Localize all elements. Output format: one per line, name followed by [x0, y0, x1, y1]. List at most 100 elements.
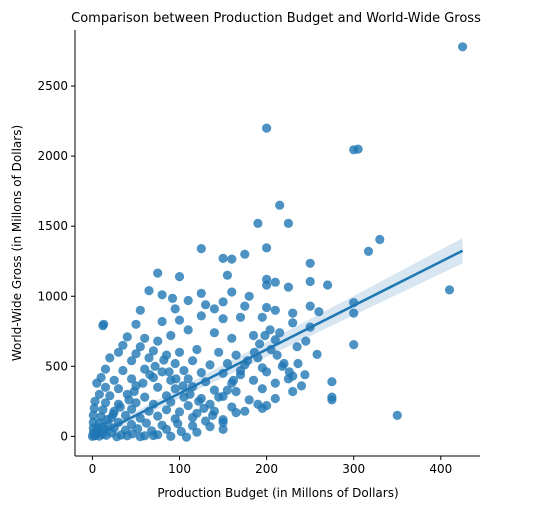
data-point-143 — [270, 393, 280, 404]
x-tick-label-0: 0 — [89, 462, 97, 476]
data-point-1 — [262, 123, 272, 133]
data-point-78 — [214, 347, 224, 357]
data-point-54 — [288, 318, 298, 328]
data-point-125 — [288, 386, 298, 397]
data-point-73 — [131, 349, 141, 359]
data-point-38 — [135, 305, 145, 315]
data-point-68 — [349, 340, 359, 350]
data-point-120 — [170, 384, 180, 394]
data-point-92 — [100, 364, 111, 374]
data-point-191 — [161, 424, 172, 434]
data-point-137 — [140, 392, 150, 402]
data-point-3 — [353, 144, 363, 154]
data-point-231 — [214, 392, 224, 402]
data-point-95 — [157, 367, 167, 377]
data-point-64 — [270, 335, 280, 345]
data-point-242 — [284, 367, 294, 377]
data-point-58 — [153, 336, 163, 346]
data-point-8 — [363, 246, 374, 256]
data-point-223 — [159, 355, 169, 365]
data-point-51 — [218, 314, 228, 324]
data-point-116 — [100, 382, 111, 392]
data-point-6 — [283, 218, 293, 228]
data-point-76 — [174, 347, 185, 357]
data-point-88 — [222, 358, 232, 369]
data-point-10 — [196, 244, 206, 254]
data-point-61 — [209, 328, 219, 338]
data-point-49 — [174, 315, 185, 325]
data-point-119 — [153, 382, 163, 392]
data-point-163 — [231, 408, 241, 418]
data-point-21 — [323, 280, 333, 290]
data-point-128 — [392, 410, 402, 420]
chart-title: Comparison between Production Budget and… — [71, 11, 481, 26]
data-point-46 — [99, 319, 109, 329]
y-axis-label: World-Wide Gross (in Millons of Dollars) — [10, 125, 24, 361]
data-point-241 — [277, 361, 287, 371]
x-tick-label-400: 400 — [429, 462, 452, 476]
data-point-215 — [102, 415, 112, 425]
data-point-210 — [135, 432, 145, 442]
data-point-229 — [199, 403, 209, 413]
data-point-211 — [148, 430, 158, 441]
data-point-183 — [205, 422, 215, 432]
data-point-104 — [127, 374, 137, 384]
data-point-193 — [192, 427, 202, 437]
data-point-29 — [244, 291, 254, 301]
data-point-222 — [150, 361, 160, 371]
data-point-133 — [218, 424, 228, 434]
data-point-224 — [164, 367, 174, 377]
data-point-37 — [270, 305, 280, 315]
data-point-232 — [222, 385, 232, 395]
data-point-173 — [218, 417, 228, 427]
points-layer — [87, 42, 468, 442]
data-point-123 — [231, 386, 241, 397]
data-point-86 — [188, 356, 198, 366]
data-point-110 — [248, 375, 259, 385]
y-tick-label-500: 500 — [45, 359, 68, 373]
data-point-103 — [109, 375, 119, 385]
data-point-59 — [166, 330, 176, 341]
data-point-53 — [257, 312, 267, 322]
data-point-117 — [113, 384, 124, 394]
data-point-12 — [240, 249, 250, 259]
data-point-63 — [248, 330, 259, 341]
data-point-131 — [240, 406, 250, 416]
data-point-202 — [166, 431, 176, 441]
data-point-226 — [178, 381, 188, 391]
x-axis: 0 100 200 300 400 — [89, 456, 452, 476]
data-point-43 — [262, 302, 272, 313]
data-point-179 — [141, 418, 151, 428]
data-point-34 — [314, 307, 324, 317]
data-point-150 — [183, 401, 193, 411]
data-point-114 — [296, 381, 307, 391]
data-point-87 — [205, 360, 215, 370]
data-point-219 — [129, 386, 139, 397]
data-point-26 — [157, 290, 167, 300]
data-point-23 — [305, 276, 315, 287]
data-point-5 — [253, 218, 263, 228]
data-point-203 — [181, 432, 192, 442]
data-point-168 — [135, 413, 145, 423]
data-point-42 — [240, 301, 250, 311]
data-point-28 — [227, 287, 237, 297]
data-point-74 — [148, 346, 158, 356]
data-point-160 — [174, 407, 185, 417]
data-point-71 — [135, 342, 145, 352]
data-point-50 — [196, 311, 206, 321]
data-point-167 — [120, 410, 131, 420]
data-point-153 — [253, 399, 263, 409]
data-point-20 — [283, 282, 293, 292]
data-point-36 — [349, 308, 359, 318]
data-point-62 — [227, 333, 237, 343]
data-point-82 — [105, 353, 115, 363]
data-point-16 — [174, 272, 185, 282]
data-point-93 — [118, 365, 128, 376]
data-point-234 — [235, 365, 246, 376]
data-point-225 — [171, 374, 181, 384]
data-point-124 — [257, 384, 267, 394]
y-tick-label-1500: 1500 — [37, 219, 68, 233]
data-point-30 — [167, 293, 178, 303]
data-point-47 — [131, 319, 141, 329]
